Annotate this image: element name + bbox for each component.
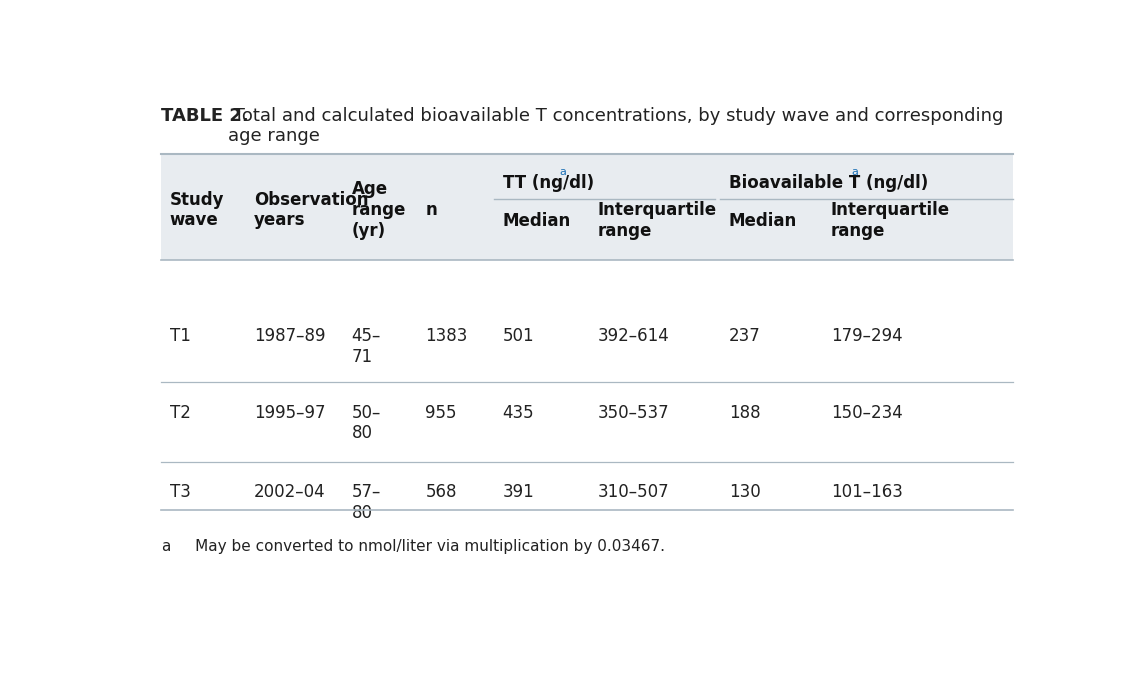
Text: Interquartile
range: Interquartile range (598, 201, 717, 240)
Text: Study
wave: Study wave (169, 191, 224, 229)
Text: a: a (160, 539, 171, 554)
Text: 392–614: 392–614 (598, 327, 669, 344)
Text: 2002–04: 2002–04 (254, 483, 325, 501)
Text: Observation
years: Observation years (254, 191, 369, 229)
Text: 50–
80: 50– 80 (352, 404, 381, 442)
Text: 955: 955 (425, 404, 457, 422)
Text: 1995–97: 1995–97 (254, 404, 325, 422)
Text: a: a (852, 167, 859, 177)
Text: Interquartile
range: Interquartile range (831, 201, 950, 240)
Text: 130: 130 (729, 483, 760, 501)
Text: Age
range
(yr): Age range (yr) (352, 181, 406, 240)
Text: T2: T2 (169, 404, 190, 422)
Text: 179–294: 179–294 (831, 327, 902, 344)
Text: 45–
71: 45– 71 (352, 327, 381, 366)
Text: 188: 188 (729, 404, 760, 422)
Text: 501: 501 (503, 327, 534, 344)
Text: 101–163: 101–163 (831, 483, 902, 501)
Text: 150–234: 150–234 (831, 404, 902, 422)
Text: TT (ng/dl): TT (ng/dl) (503, 174, 593, 192)
Text: Bioavailable T (ng/dl): Bioavailable T (ng/dl) (729, 174, 929, 192)
Text: 57–
80: 57– 80 (352, 483, 381, 522)
Text: 350–537: 350–537 (598, 404, 669, 422)
Text: T1: T1 (169, 327, 190, 344)
Text: Median: Median (729, 212, 797, 229)
Text: 435: 435 (503, 404, 534, 422)
Text: May be converted to nmol/liter via multiplication by 0.03467.: May be converted to nmol/liter via multi… (160, 539, 665, 554)
Text: 391: 391 (503, 483, 535, 501)
Text: 237: 237 (729, 327, 760, 344)
Text: n: n (425, 201, 437, 219)
Text: 1987–89: 1987–89 (254, 327, 325, 344)
Text: 310–507: 310–507 (598, 483, 669, 501)
Text: Median: Median (503, 212, 570, 229)
Text: 568: 568 (425, 483, 457, 501)
Text: Total and calculated bioavailable T concentrations, by study wave and correspond: Total and calculated bioavailable T conc… (228, 107, 1004, 145)
Text: T3: T3 (169, 483, 190, 501)
Text: 1383: 1383 (425, 327, 467, 344)
Text: a: a (560, 167, 567, 177)
Text: TABLE 2.: TABLE 2. (160, 107, 248, 125)
